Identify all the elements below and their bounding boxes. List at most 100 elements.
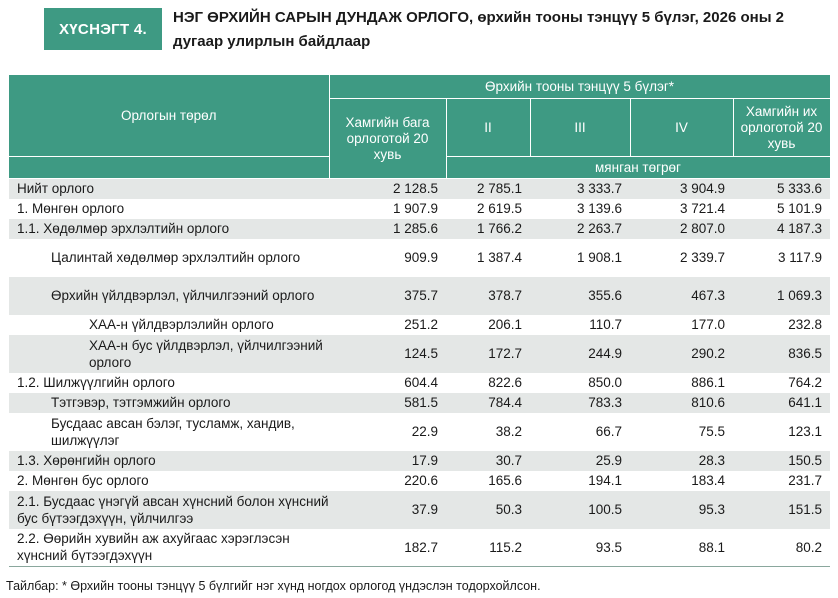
cell-value: 3 333.7	[530, 178, 630, 199]
table-row: 2. Мөнгөн бус орлого 220.6 165.6 194.1 1…	[9, 471, 830, 491]
row-label: 2.2. Өөрийн хувийн аж ахуйгаас хэрэглэсэ…	[9, 528, 329, 567]
cell-value: 5 101.9	[776, 201, 822, 216]
cell-value: 183.4	[691, 473, 725, 488]
cell-value: 115.2	[446, 528, 530, 567]
cell-value: 38.2	[495, 424, 522, 439]
row-label: 2. Мөнгөн бус орлого	[17, 473, 149, 488]
cell-value: 604.4	[404, 375, 438, 390]
cell-value: 2 785.1	[446, 178, 530, 199]
cell-value: 124.5	[329, 334, 446, 373]
table-title: НЭГ ӨРХИЙН САРЫН ДУНДАЖ ОРЛОГО, өрхийн т…	[173, 9, 785, 50]
row-label: 1. Мөнгөн орлого	[17, 201, 125, 216]
cell-value: 220.6	[404, 473, 438, 488]
cell-value: 810.6	[630, 392, 733, 413]
cell-value: 3 721.4	[679, 201, 725, 216]
cell-value: 784.4	[446, 392, 530, 413]
table-row: 2.2. Өөрийн хувийн аж ахуйгаас хэрэглэсэ…	[9, 528, 830, 567]
table-row: ХАА-н бус үйлдвэрлэл, үйлчилгээний орлог…	[9, 334, 830, 373]
table-row: Цалинтай хөдөлмөр эрхлэлтийн орлого 909.…	[9, 239, 830, 277]
row-label: Өрхийн үйлдвэрлэл, үйлчилгээний орлого	[9, 276, 329, 315]
cell-value: 30.7	[446, 450, 530, 471]
table-header-area: ХҮСНЭГТ 4. НЭГ ӨРХИЙН САРЫН ДУНДАЖ ОРЛОГ…	[0, 0, 838, 64]
table-number-badge: ХҮСНЭГТ 4.	[44, 8, 162, 50]
cell-value: 80.2	[733, 528, 830, 567]
table-row: Тэтгэвэр, тэтгэмжийн орлого 581.5 784.4 …	[9, 392, 830, 413]
cell-value: 3 139.6	[576, 201, 622, 216]
cell-value: 822.6	[488, 375, 522, 390]
column-header-3: III	[529, 98, 631, 157]
cell-value: 1 766.2	[446, 218, 530, 239]
row-label: Цалинтай хөдөлмөр эрхлэлтийн орлого	[51, 250, 301, 265]
cell-value: 2 339.7	[679, 250, 725, 265]
cell-value: 1 069.3	[733, 276, 830, 315]
cell-value: 355.6	[530, 276, 630, 315]
row-label: 1.3. Хөрөнгийн орлого	[9, 450, 329, 471]
cell-value: 836.5	[733, 334, 830, 373]
cell-value: 581.5	[329, 392, 446, 413]
cell-value: 1 285.6	[329, 218, 446, 239]
cell-value: 3 117.9	[777, 250, 822, 265]
cell-value: 1 908.1	[576, 250, 622, 265]
cell-value: 886.1	[691, 375, 725, 390]
cell-value: 206.1	[488, 317, 522, 332]
row-label: ХАА-н үйлдвэрлэлийн орлого	[89, 317, 274, 332]
cell-value: 290.2	[630, 334, 733, 373]
row-label: 2.1. Бусдаас үнэгүй авсан хүнсний болон …	[9, 490, 329, 529]
cell-value: 165.6	[488, 473, 522, 488]
cell-value: 172.7	[446, 334, 530, 373]
cell-value: 93.5	[530, 528, 630, 567]
table-row: ХАА-н үйлдвэрлэлийн орлого 251.2 206.1 1…	[9, 315, 830, 335]
cell-value: 1 907.9	[392, 201, 438, 216]
cell-value: 232.8	[788, 317, 822, 332]
cell-value: 17.9	[329, 450, 446, 471]
cell-value: 244.9	[530, 334, 630, 373]
cell-value: 1 387.4	[476, 250, 522, 265]
cell-value: 75.5	[698, 424, 725, 439]
cell-value: 2 263.7	[530, 218, 630, 239]
cell-value: 28.3	[630, 450, 733, 471]
cell-value: 151.5	[733, 490, 830, 529]
row-label: Бусдаас авсан бэлэг, тусламж, хандив, ши…	[51, 415, 295, 448]
cell-value: 37.9	[329, 490, 446, 529]
header-spacer	[9, 156, 330, 179]
cell-value: 22.9	[411, 424, 438, 439]
cell-value: 378.7	[446, 276, 530, 315]
cell-value: 50.3	[446, 490, 530, 529]
column-header-2: II	[445, 98, 531, 157]
cell-value: 2 807.0	[630, 218, 733, 239]
cell-value: 182.7	[329, 528, 446, 567]
cell-value: 4 187.3	[733, 218, 830, 239]
cell-value: 783.3	[530, 392, 630, 413]
table-row: 2.1. Бусдаас үнэгүй авсан хүнсний болон …	[9, 490, 830, 529]
row-header: Орлогын төрөл	[9, 74, 330, 157]
cell-value: 850.0	[588, 375, 622, 390]
cell-value: 375.7	[329, 276, 446, 315]
income-table: Орлогын төрөл Өрхийн тооны тэнцүү 5 бүлэ…	[9, 74, 831, 567]
cell-value: 231.7	[788, 473, 822, 488]
cell-value: 95.3	[630, 490, 733, 529]
cell-value: 3 904.9	[630, 178, 733, 199]
group-header: Өрхийн тооны тэнцүү 5 бүлэг*	[328, 74, 831, 99]
table-row: Нийт орлого 2 128.5 2 785.1 3 333.7 3 90…	[9, 178, 830, 199]
cell-value: 25.9	[530, 450, 630, 471]
footnote: Тайлбар: * Өрхийн тооны тэнцүү 5 бүлгийг…	[6, 579, 541, 593]
cell-value: 150.5	[733, 450, 830, 471]
row-label: ХАА-н бус үйлдвэрлэл, үйлчилгээний орлог…	[9, 334, 329, 373]
table-row: 1.3. Хөрөнгийн орлого 17.9 30.7 25.9 28.…	[9, 450, 830, 471]
cell-value: 2 128.5	[329, 178, 446, 199]
cell-value: 110.7	[589, 317, 622, 332]
cell-value: 764.2	[788, 375, 822, 390]
row-label: 1.2. Шилжүүлгийн орлого	[17, 375, 175, 390]
column-header-highest: Хамгийн их орлоготой 20 хувь	[732, 98, 831, 157]
row-label: 1.1. Хөдөлмөр эрхлэлтийн орлого	[9, 218, 329, 239]
table-row: Бусдаас авсан бэлэг, тусламж, хандив, ши…	[9, 413, 830, 451]
cell-value: 123.1	[788, 424, 822, 439]
cell-value: 100.5	[530, 490, 630, 529]
cell-value: 66.7	[595, 424, 622, 439]
cell-value: 194.1	[588, 473, 622, 488]
unit-label: мянган төгрөг	[445, 156, 831, 179]
cell-value: 177.0	[691, 317, 725, 332]
cell-value: 88.1	[630, 528, 733, 567]
column-header-lowest: Хамгийн бага орлоготой 20 хувь	[328, 98, 447, 179]
cell-value: 641.1	[733, 392, 830, 413]
